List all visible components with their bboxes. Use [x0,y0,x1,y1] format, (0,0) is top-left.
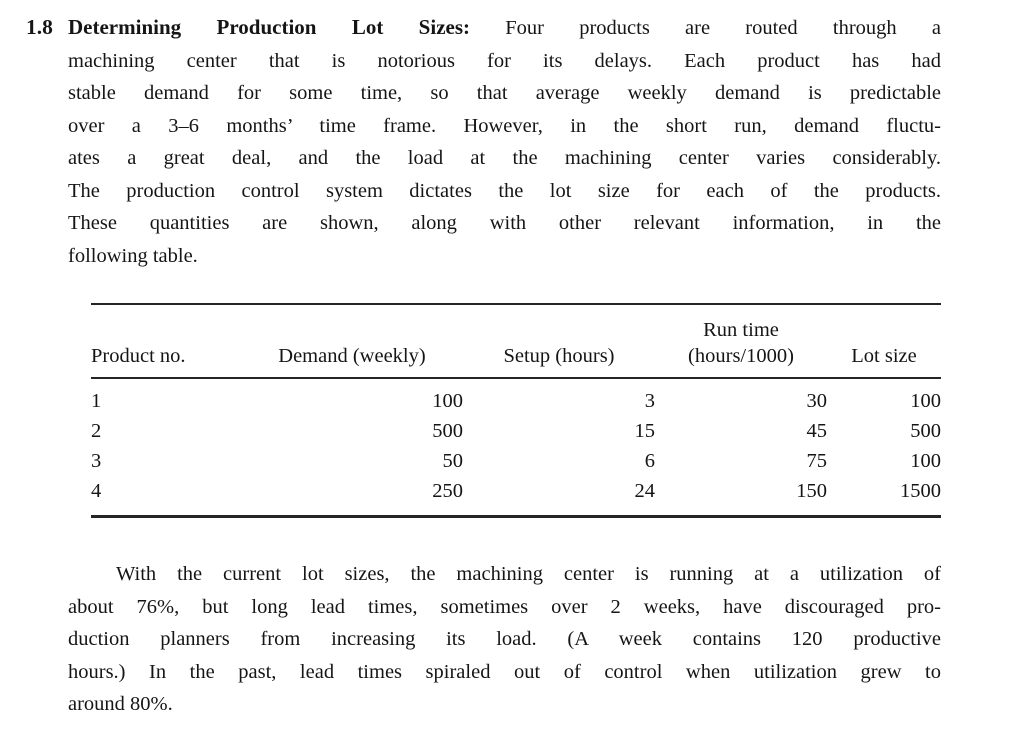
header-setup-hours: Setup (hours) [463,304,655,379]
lot-size-table: Product no. Demand (weekly) Setup (hours… [91,303,941,518]
cell-product-no: 2 [91,420,102,442]
table-row: 1 100 3 30 100 [91,378,941,416]
intro-line: stable demand for some time, so that ave… [68,82,941,104]
cell-run-time: 150 [796,480,827,502]
table-row: 3 50 6 75 100 [91,446,941,476]
cell-lot-size: 100 [910,390,941,412]
cell-setup: 24 [634,480,656,502]
intro-line: Determining Production Lot Sizes: Four p… [68,11,941,45]
problem-content: Determining Production Lot Sizes: Four p… [68,11,941,721]
table-row: 4 250 24 150 1500 [91,476,941,517]
cell-run-time: 30 [806,390,828,412]
header-run-time: Run time (hours/1000) [655,304,827,379]
cell-demand: 100 [432,390,463,412]
problem-title: Determining Production Lot Sizes: [68,15,470,39]
cell-lot-size: 500 [910,420,941,442]
cell-demand: 500 [432,420,463,442]
cell-setup: 15 [634,420,656,442]
cell-setup: 3 [644,390,655,412]
lot-size-table-wrapper: Product no. Demand (weekly) Setup (hours… [91,303,941,518]
intro-line: ates a great deal, and the load at the m… [68,147,941,169]
header-demand-weekly: Demand (weekly) [241,304,463,379]
intro-paragraph: Determining Production Lot Sizes: Four p… [68,11,941,272]
closing-line: With the current lot sizes, the machinin… [116,563,941,585]
table-header-row: Product no. Demand (weekly) Setup (hours… [91,304,941,379]
intro-line: machining center that is notorious for i… [68,49,941,72]
closing-line: around 80%. [68,693,173,715]
problem-block: 1.8 Determining Production Lot Sizes: Fo… [26,11,941,721]
cell-product-no: 4 [91,480,102,502]
table-row: 2 500 15 45 500 [91,416,941,446]
cell-run-time: 75 [806,450,828,472]
cell-setup: 6 [644,450,655,472]
intro-line: These quantities are shown, along with o… [68,212,941,234]
cell-demand: 50 [442,450,464,472]
closing-paragraph: With the current lot sizes, the machinin… [68,558,941,721]
cell-lot-size: 1500 [900,480,941,502]
intro-line: following table. [68,244,198,267]
header-lot-size: Lot size [827,304,941,379]
closing-line: about 76%, but long lead times, sometime… [68,595,941,618]
header-product-no: Product no. [91,304,241,379]
intro-line: over a 3–6 months’ time frame. However, … [68,114,941,137]
cell-demand: 250 [432,480,463,502]
cell-product-no: 3 [91,450,102,472]
problem-number: 1.8 [26,15,53,39]
cell-product-no: 1 [91,390,102,412]
closing-line: hours.) In the past, lead times spiraled… [68,660,941,683]
intro-line-text: Four products are routed through a [505,17,941,39]
cell-run-time: 45 [806,420,828,442]
closing-line: duction planners from increasing its loa… [68,628,941,650]
intro-line: The production control system dictates t… [68,179,941,202]
cell-lot-size: 100 [910,450,941,472]
